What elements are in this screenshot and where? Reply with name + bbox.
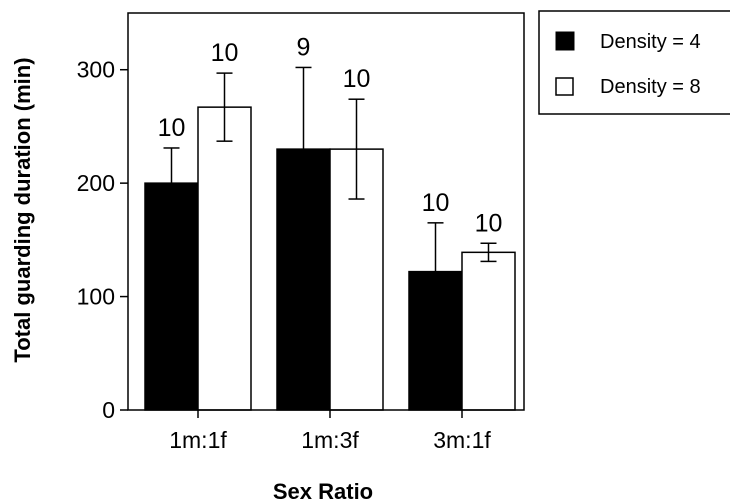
bar-1m:1f-series-1 (144, 182, 199, 411)
legend: Density = 4 Density = 8 (538, 10, 730, 115)
x-tick-label-1m:3f: 1m:3f (301, 427, 359, 453)
n-label-3m:1f-series-2: 10 (475, 209, 503, 237)
bar-1m:1f-series-2 (197, 106, 252, 411)
legend-swatch-density-4 (555, 31, 575, 51)
x-axis-title: Sex Ratio (273, 479, 373, 504)
legend-label-density-4: Density = 4 (600, 31, 701, 53)
sample-size-labels: 10 10 9 10 10 10 (158, 33, 503, 237)
y-tick-label-0: 0 (102, 397, 115, 423)
n-label-1m:1f-series-1: 10 (158, 114, 186, 142)
n-label-3m:1f-series-1: 10 (422, 189, 450, 217)
bars-layer (144, 106, 516, 411)
axes-layer: 0 100 200 300 1m:1f 1m:3f 3m:1f (77, 12, 525, 453)
bar-3m:1f-series-1 (408, 270, 463, 411)
n-label-1m:3f-series-1: 9 (297, 33, 311, 61)
x-tick-label-1m:1f: 1m:1f (169, 427, 227, 453)
error-bars-layer (163, 66, 497, 272)
y-tick-label-300: 300 (77, 57, 115, 83)
plot-frame (127, 12, 525, 411)
bar-1m:3f-series-1 (276, 148, 331, 411)
legend-swatch-density-8 (555, 77, 574, 96)
n-label-1m:3f-series-2: 10 (343, 65, 371, 93)
y-tick-label-200: 200 (77, 170, 115, 196)
bar-3m:1f-series-2 (461, 251, 516, 411)
y-axis-title: Total guarding duration (min) (10, 57, 35, 362)
legend-box (538, 10, 730, 115)
y-tick-label-100: 100 (77, 284, 115, 310)
n-label-1m:1f-series-2: 10 (211, 39, 239, 67)
legend-label-density-8: Density = 8 (600, 76, 701, 98)
x-tick-label-3m:1f: 3m:1f (433, 427, 491, 453)
